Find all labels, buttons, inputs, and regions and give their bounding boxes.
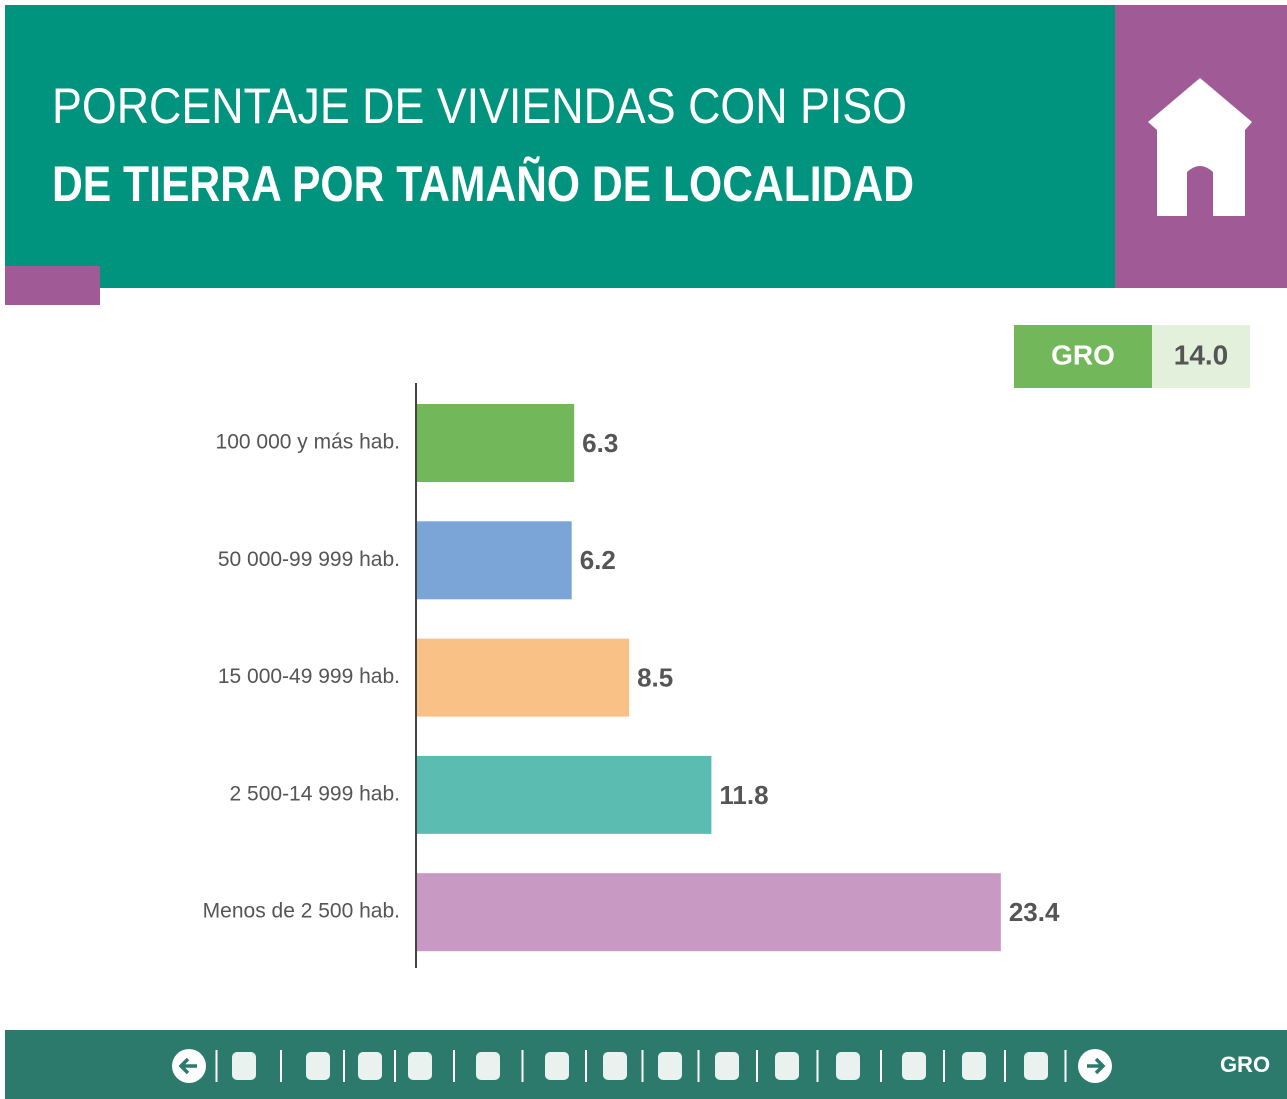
badge-label-box [1014,325,1152,388]
nav-icon[interactable] [408,1052,432,1080]
nav-icon[interactable] [232,1052,256,1080]
house-icon [1148,78,1252,216]
nav-icon[interactable] [902,1052,926,1080]
bar [417,638,630,717]
nav-icon[interactable] [545,1052,569,1080]
nav-icon[interactable] [306,1052,330,1080]
nav-icon[interactable] [1024,1052,1048,1080]
badge-value: 14.0 [1174,339,1229,370]
bar [417,755,712,834]
bar [417,404,575,482]
value-label: 6.2 [580,545,616,575]
category-label: 2 500-14 999 hab. [230,782,400,805]
nav-icon[interactable] [658,1052,682,1080]
nav-icon[interactable] [715,1052,739,1080]
accent-bar [5,266,100,305]
nav-icon[interactable] [775,1052,799,1080]
bar [417,873,1001,952]
badge-value-box [1152,325,1250,388]
nav-icon[interactable] [358,1052,382,1080]
title-line: DE TIERRA POR TAMAÑO DE LOCALIDAD [52,156,914,212]
category-label: 15 000-49 999 hab. [218,665,400,688]
category-label: 100 000 y más hab. [216,431,400,454]
value-label: 11.8 [719,780,768,810]
nav-arrow-glyph [1087,1057,1106,1075]
nav-icon[interactable] [962,1052,986,1080]
category-label: 50 000-99 999 hab. [218,548,400,571]
nav-icon[interactable] [603,1052,627,1080]
title-line: PORCENTAJE DE VIVIENDAS CON PISO [52,78,907,134]
value-label: 6.3 [582,428,618,458]
footer [5,1030,1287,1099]
nav-icon[interactable] [476,1052,500,1080]
category-label: Menos de 2 500 hab. [203,900,400,923]
header [5,5,1115,288]
nav-arrow-glyph [178,1057,197,1075]
value-label: 23.4 [1009,897,1060,927]
value-label: 8.5 [637,662,673,692]
footer-label: GRO [1220,1052,1270,1077]
bar [417,521,572,600]
nav-icon[interactable] [836,1052,860,1080]
badge-label: GRO [1051,339,1115,370]
